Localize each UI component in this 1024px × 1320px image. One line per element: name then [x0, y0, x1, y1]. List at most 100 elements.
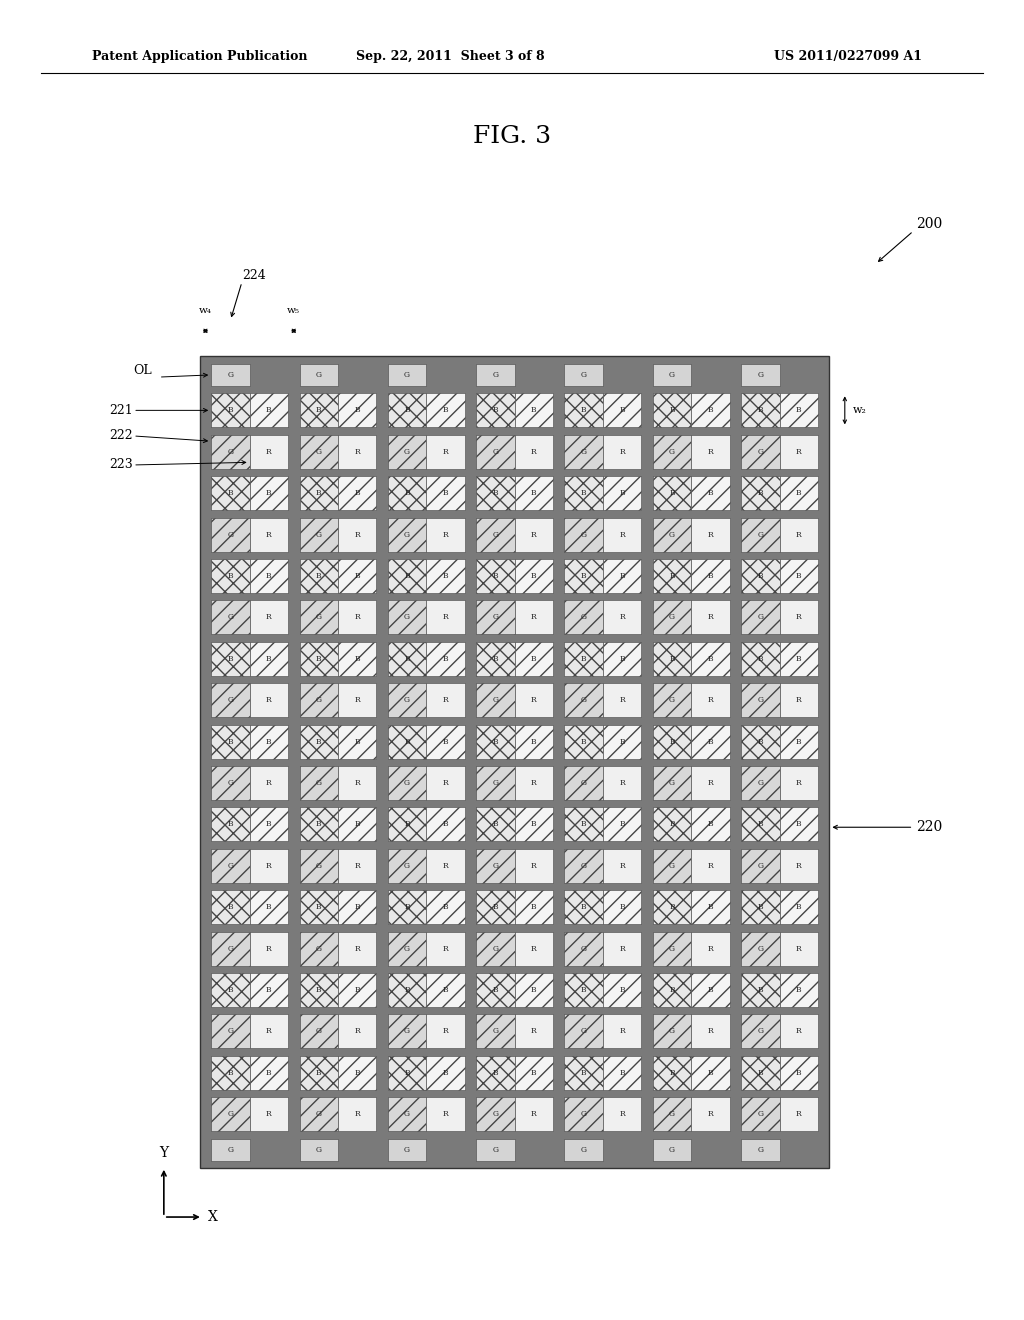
Bar	[564, 766, 603, 800]
Bar	[741, 1056, 779, 1090]
Bar	[300, 849, 338, 883]
Bar	[211, 1056, 250, 1090]
Bar	[338, 517, 377, 552]
Text: B: B	[266, 986, 271, 994]
Text: G: G	[227, 1146, 233, 1154]
Text: B: B	[531, 903, 537, 911]
Bar	[779, 766, 818, 800]
Text: B: B	[531, 738, 537, 746]
Text: B: B	[708, 655, 713, 663]
Bar	[426, 393, 465, 428]
Bar	[515, 558, 553, 593]
Bar	[691, 808, 729, 841]
Bar	[338, 477, 377, 510]
Text: B: B	[442, 490, 449, 498]
Text: B: B	[758, 572, 763, 579]
Bar	[741, 364, 779, 385]
Text: R: R	[708, 1110, 714, 1118]
Bar	[388, 725, 426, 759]
Bar	[741, 393, 779, 428]
Bar	[338, 434, 377, 469]
Text: B: B	[354, 655, 359, 663]
Bar	[250, 1015, 288, 1048]
Text: B: B	[316, 407, 322, 414]
Text: R: R	[530, 1110, 537, 1118]
Bar	[388, 890, 426, 924]
Bar	[564, 973, 603, 1007]
Bar	[250, 477, 288, 510]
Bar	[564, 684, 603, 717]
Text: G: G	[315, 447, 322, 455]
Bar	[211, 1139, 250, 1160]
Text: B: B	[266, 572, 271, 579]
Text: G: G	[404, 371, 410, 379]
Bar	[779, 849, 818, 883]
Text: R: R	[530, 447, 537, 455]
Bar	[515, 517, 553, 552]
Text: B: B	[581, 1069, 587, 1077]
Text: G: G	[581, 447, 587, 455]
Text: R: R	[266, 1110, 271, 1118]
Bar	[691, 477, 729, 510]
Text: B: B	[354, 572, 359, 579]
Text: 200: 200	[916, 218, 943, 231]
Bar	[691, 973, 729, 1007]
Text: R: R	[442, 1110, 449, 1118]
Bar	[603, 766, 641, 800]
Bar	[388, 808, 426, 841]
Bar	[653, 517, 691, 552]
Bar	[515, 393, 553, 428]
Bar	[653, 642, 691, 676]
Bar	[388, 684, 426, 717]
Bar	[564, 558, 603, 593]
Text: R: R	[354, 1027, 360, 1035]
Text: G: G	[493, 779, 499, 787]
Text: G: G	[581, 1146, 587, 1154]
Bar	[603, 1097, 641, 1131]
Bar	[779, 558, 818, 593]
Bar	[300, 725, 338, 759]
Bar	[211, 1015, 250, 1048]
Bar	[388, 601, 426, 635]
Text: G: G	[227, 696, 233, 704]
Bar	[564, 477, 603, 510]
Text: G: G	[227, 1110, 233, 1118]
Text: G: G	[669, 945, 675, 953]
Bar	[691, 1015, 729, 1048]
Text: G: G	[315, 614, 322, 622]
Bar	[603, 642, 641, 676]
Text: B: B	[620, 655, 625, 663]
Text: G: G	[404, 447, 410, 455]
Text: B: B	[227, 986, 233, 994]
Text: G: G	[227, 531, 233, 539]
Text: B: B	[620, 490, 625, 498]
Text: B: B	[670, 1069, 675, 1077]
Bar	[741, 517, 779, 552]
Bar	[653, 1015, 691, 1048]
Text: R: R	[266, 945, 271, 953]
Text: B: B	[316, 572, 322, 579]
Bar	[250, 849, 288, 883]
Text: G: G	[315, 1146, 322, 1154]
Text: B: B	[404, 572, 410, 579]
Text: B: B	[316, 1069, 322, 1077]
Bar	[426, 808, 465, 841]
Bar	[779, 808, 818, 841]
Bar	[653, 684, 691, 717]
Bar	[603, 434, 641, 469]
Bar	[300, 601, 338, 635]
Text: B: B	[670, 821, 675, 829]
Text: B: B	[796, 821, 802, 829]
Text: R: R	[266, 696, 271, 704]
Text: 223: 223	[110, 458, 133, 471]
Bar	[779, 973, 818, 1007]
Bar	[426, 1097, 465, 1131]
Text: B: B	[758, 1069, 763, 1077]
Text: R: R	[442, 696, 449, 704]
Text: G: G	[581, 1110, 587, 1118]
Bar	[338, 684, 377, 717]
Bar	[564, 890, 603, 924]
Bar	[211, 517, 250, 552]
Text: G: G	[404, 531, 410, 539]
Bar	[653, 932, 691, 966]
